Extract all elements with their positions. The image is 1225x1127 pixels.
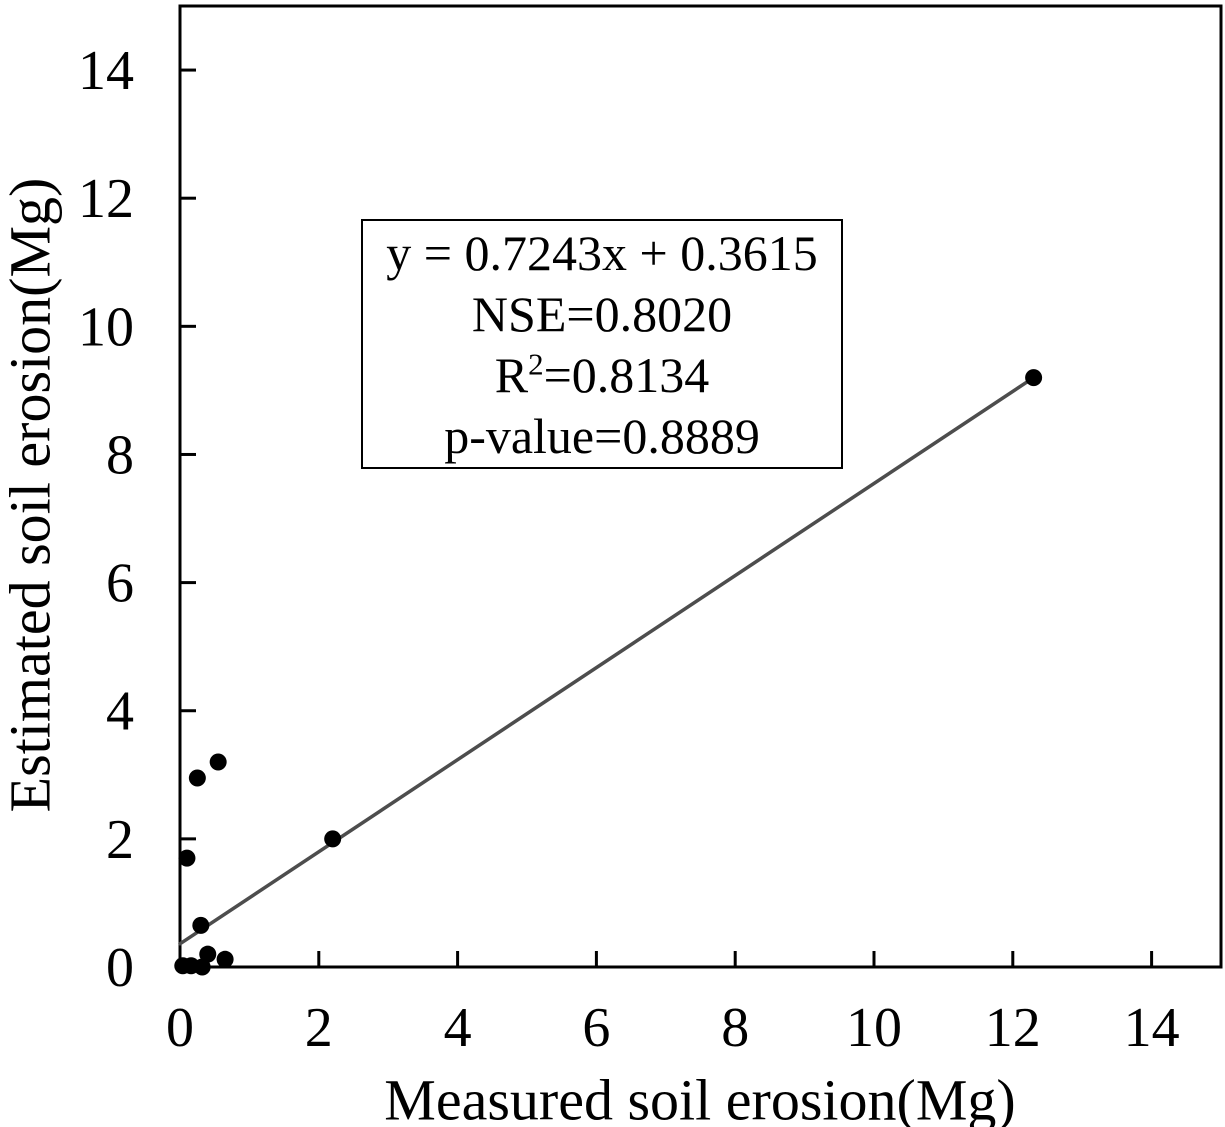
annotation-r2: R2=0.8134 xyxy=(363,345,841,406)
y-tick-label: 14 xyxy=(78,40,134,102)
y-tick-label: 4 xyxy=(106,681,134,743)
annotation-r2-value: =0.8134 xyxy=(543,347,710,403)
plot-border xyxy=(178,4,1223,969)
y-tick-label: 0 xyxy=(106,937,134,999)
x-tick-label: 12 xyxy=(985,997,1041,1059)
x-tick-label: 4 xyxy=(444,997,472,1059)
y-tick-label: 10 xyxy=(78,296,134,358)
scatter-point xyxy=(209,753,227,771)
y-axis-title: Estimated soil erosion(Mg) xyxy=(0,177,63,813)
scatter-point xyxy=(1025,369,1043,387)
scatter-point xyxy=(192,916,210,934)
x-tick-label: 6 xyxy=(582,997,610,1059)
annotation-equation: y = 0.7243x + 0.3615 xyxy=(386,225,818,281)
x-tick-label: 0 xyxy=(166,997,194,1059)
y-tick-label: 6 xyxy=(106,553,134,615)
stats-annotation-box: y = 0.7243x + 0.3615 NSE=0.8020 R2=0.813… xyxy=(361,219,843,469)
annotation-pvalue: p-value=0.8889 xyxy=(444,408,760,464)
y-tick-label: 2 xyxy=(106,809,134,871)
annotation-nse: NSE=0.8020 xyxy=(471,286,733,342)
y-tick-label: 8 xyxy=(106,424,134,486)
x-tick-label: 8 xyxy=(721,997,749,1059)
scatter-point xyxy=(216,950,234,968)
x-tick-label: 2 xyxy=(305,997,333,1059)
y-tick-label: 12 xyxy=(78,168,134,230)
scatter-point xyxy=(188,769,206,787)
x-axis-title: Measured soil erosion(Mg) xyxy=(384,1067,1016,1127)
x-tick-label: 10 xyxy=(846,997,902,1059)
scatter-point xyxy=(324,830,342,848)
trendline xyxy=(178,375,1036,946)
annotation-r2-base: R xyxy=(494,347,529,403)
scatter-point xyxy=(193,958,211,976)
scatter-point xyxy=(178,849,196,867)
scatter-point xyxy=(199,945,217,963)
annotation-r2-superscript: 2 xyxy=(528,346,544,382)
x-tick-label: 14 xyxy=(1124,997,1180,1059)
